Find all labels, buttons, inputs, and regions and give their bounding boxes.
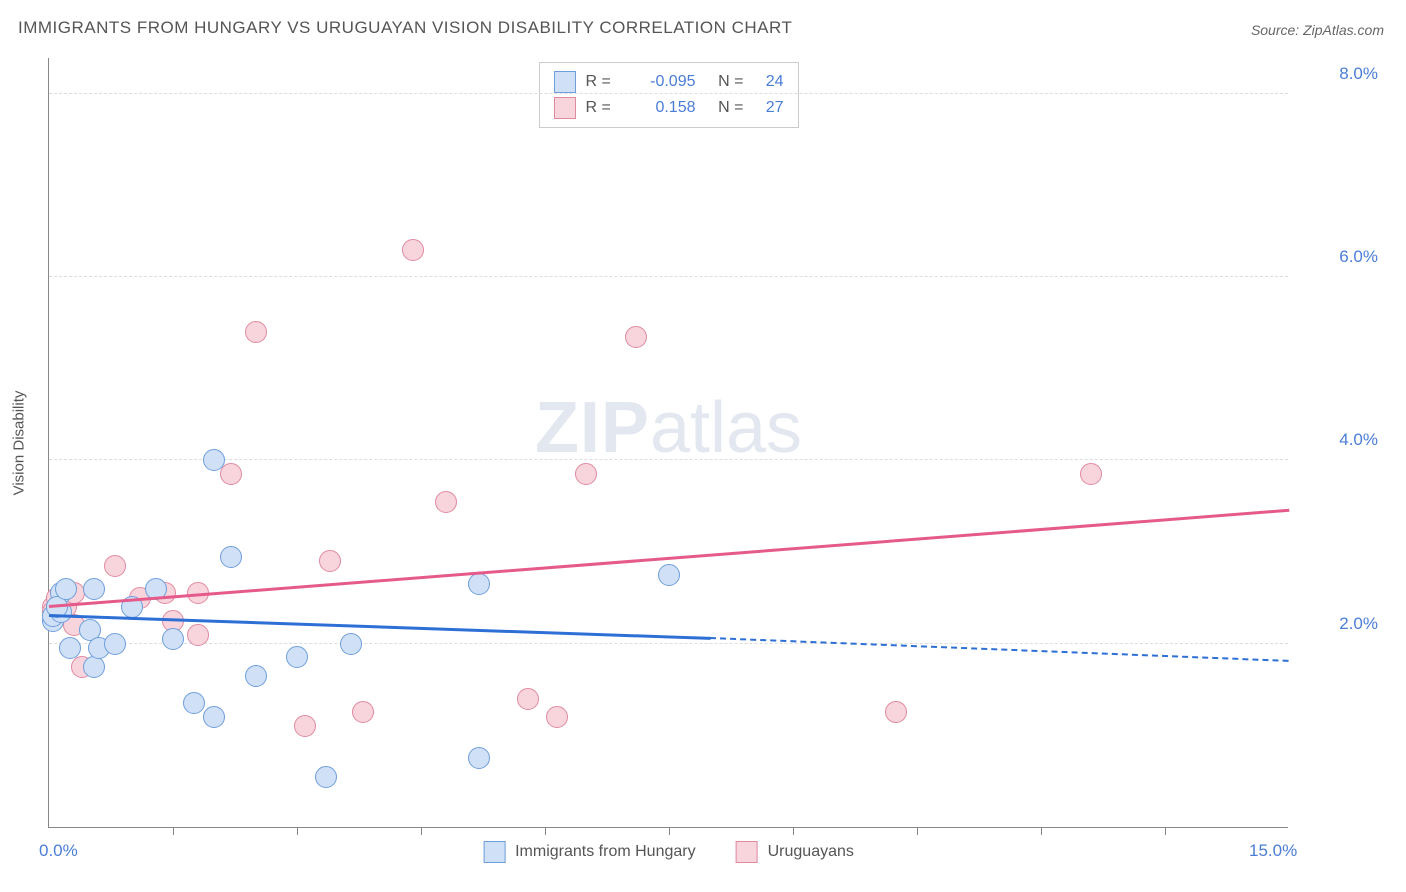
- hungary-point: [658, 564, 680, 586]
- hungary-point: [104, 633, 126, 655]
- uruguayans-point: [319, 550, 341, 572]
- series-label-hungary: Immigrants from Hungary: [515, 843, 696, 861]
- hungary-point: [315, 766, 337, 788]
- hungary-point: [162, 628, 184, 650]
- x-minor-tick: [545, 827, 546, 835]
- source-prefix: Source:: [1251, 22, 1303, 38]
- correlation-legend: R = -0.095 N = 24 R = 0.158 N = 27: [539, 62, 799, 128]
- trend-line-hungary: [49, 614, 710, 639]
- x-minor-tick: [1041, 827, 1042, 835]
- uruguayans-point: [517, 688, 539, 710]
- legend-item-uruguayans: Uruguayans: [736, 841, 854, 863]
- y-tick-label: 2.0%: [1339, 614, 1378, 634]
- uruguayans-point: [885, 701, 907, 723]
- x-minor-tick: [669, 827, 670, 835]
- x-minor-tick: [793, 827, 794, 835]
- source-attribution: Source: ZipAtlas.com: [1251, 22, 1384, 38]
- legend-row-hungary: R = -0.095 N = 24: [554, 69, 784, 95]
- series-label-uruguayans: Uruguayans: [768, 843, 854, 861]
- y-axis-label: Vision Disability: [11, 390, 28, 495]
- r-value-uruguayans: 0.158: [628, 99, 696, 117]
- hungary-point: [203, 449, 225, 471]
- hungary-point: [286, 646, 308, 668]
- hungary-point: [220, 546, 242, 568]
- x-tick-label: 0.0%: [39, 841, 78, 861]
- r-label: R =: [586, 99, 618, 117]
- hungary-point: [468, 747, 490, 769]
- uruguayans-point: [546, 706, 568, 728]
- swatch-hungary: [554, 71, 576, 93]
- n-label: N =: [712, 73, 744, 91]
- uruguayans-point: [625, 326, 647, 348]
- x-minor-tick: [421, 827, 422, 835]
- hungary-point: [245, 665, 267, 687]
- uruguayans-point: [294, 715, 316, 737]
- x-tick-label: 15.0%: [1249, 841, 1297, 861]
- grid-line: [49, 643, 1288, 644]
- hungary-point: [59, 637, 81, 659]
- watermark-text: ZIPatlas: [535, 387, 802, 469]
- trend-line-hungary-extrapolated: [710, 637, 1289, 662]
- legend-row-uruguayans: R = 0.158 N = 27: [554, 95, 784, 121]
- series-legend: Immigrants from Hungary Uruguayans: [483, 841, 854, 863]
- hungary-point: [83, 578, 105, 600]
- y-tick-label: 4.0%: [1339, 430, 1378, 450]
- uruguayans-point: [435, 491, 457, 513]
- uruguayans-point: [187, 624, 209, 646]
- hungary-point: [183, 692, 205, 714]
- n-value-hungary: 24: [754, 73, 784, 91]
- n-value-uruguayans: 27: [754, 99, 784, 117]
- r-value-hungary: -0.095: [628, 73, 696, 91]
- x-minor-tick: [297, 827, 298, 835]
- swatch-hungary: [483, 841, 505, 863]
- hungary-point: [55, 578, 77, 600]
- watermark-light: atlas: [650, 388, 802, 468]
- n-label: N =: [712, 99, 744, 117]
- swatch-uruguayans: [554, 97, 576, 119]
- grid-line: [49, 459, 1288, 460]
- y-tick-label: 8.0%: [1339, 64, 1378, 84]
- uruguayans-point: [245, 321, 267, 343]
- uruguayans-point: [575, 463, 597, 485]
- x-minor-tick: [173, 827, 174, 835]
- uruguayans-point: [402, 239, 424, 261]
- chart-title: IMMIGRANTS FROM HUNGARY VS URUGUAYAN VIS…: [18, 18, 792, 38]
- legend-item-hungary: Immigrants from Hungary: [483, 841, 696, 863]
- hungary-point: [203, 706, 225, 728]
- y-tick-label: 6.0%: [1339, 247, 1378, 267]
- swatch-uruguayans: [736, 841, 758, 863]
- grid-line: [49, 276, 1288, 277]
- hungary-point: [468, 573, 490, 595]
- uruguayans-point: [1080, 463, 1102, 485]
- grid-line: [49, 93, 1288, 94]
- chart-plot-area: Vision Disability ZIPatlas R = -0.095 N …: [48, 58, 1288, 828]
- hungary-point: [83, 656, 105, 678]
- uruguayans-point: [352, 701, 374, 723]
- source-name: ZipAtlas.com: [1303, 22, 1384, 38]
- uruguayans-point: [104, 555, 126, 577]
- hungary-point: [340, 633, 362, 655]
- x-minor-tick: [917, 827, 918, 835]
- watermark-bold: ZIP: [535, 388, 650, 468]
- r-label: R =: [586, 73, 618, 91]
- x-minor-tick: [1165, 827, 1166, 835]
